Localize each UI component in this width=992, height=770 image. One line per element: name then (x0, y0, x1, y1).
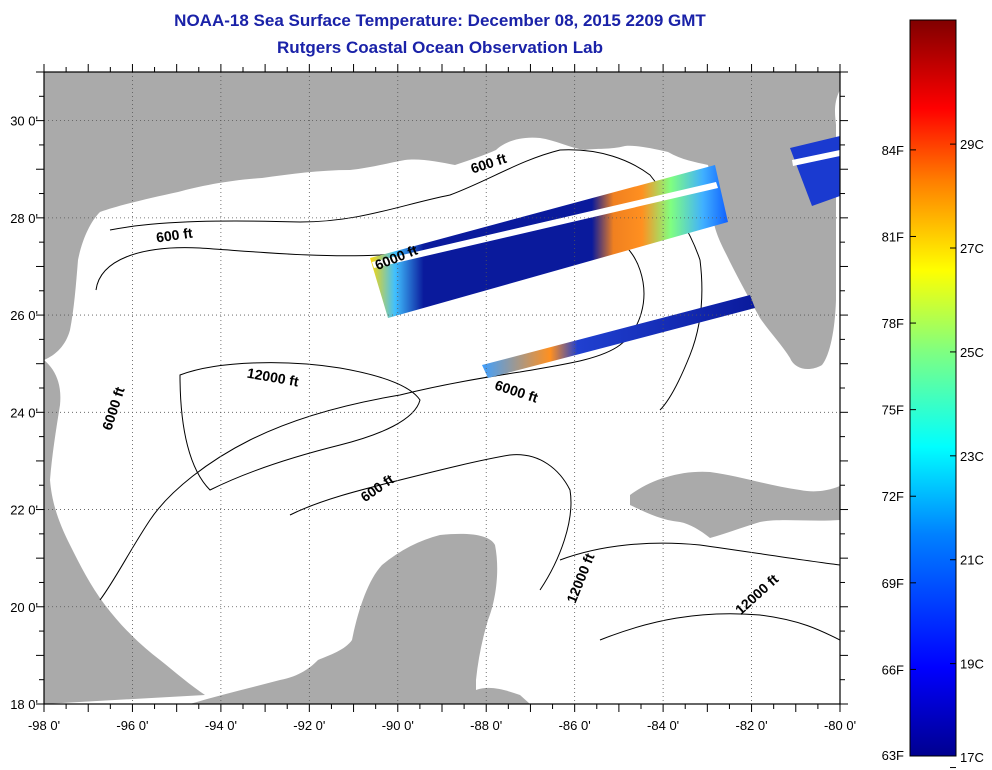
lat-tick-label: 20 0' (10, 600, 38, 615)
land-yucatan (190, 533, 498, 704)
lat-tick-label: 26 0' (10, 308, 38, 323)
colorbar-f-label: 69F (882, 576, 904, 591)
contour-caribbean-2 (599, 613, 840, 641)
contour-600ft-south (289, 454, 572, 591)
colorbar-c-label: 29C (960, 137, 984, 152)
colorbar-c-label: 17C (960, 750, 984, 765)
colorbar-c-label: 27C (960, 241, 984, 256)
colorbar-c-label: 25C (960, 345, 984, 360)
sst-swaths (370, 136, 840, 378)
lon-tick-label: -92 0' (293, 718, 325, 733)
colorbar-f-label: 72F (882, 489, 904, 504)
lon-tick-label: -80 0' (824, 718, 856, 733)
colorbar-ticks (910, 143, 956, 769)
colorbar-labels: 84F 81F 78F 75F 72F 69F 66F 63F 29C 27C 25C 23C 21C 1… (882, 137, 984, 765)
lat-tick-label: 24 0' (10, 405, 38, 420)
lon-tick-label: -88 0' (470, 718, 502, 733)
lat-lon-grid (44, 72, 840, 704)
contour-12000ft-caribbean (559, 542, 840, 566)
colorbar-f-label: 78F (882, 316, 904, 331)
land-central-america (476, 687, 530, 704)
colorbar-f-label: 81F (882, 229, 904, 244)
colorbar-f-label: 63F (882, 748, 904, 763)
land-cuba (630, 471, 840, 538)
lon-tick-label: -86 0' (559, 718, 591, 733)
lon-tick-label: -94 0' (205, 718, 237, 733)
colorbar-f-label: 84F (882, 143, 904, 158)
lon-tick-label: -82 0' (735, 718, 767, 733)
contour-12000ft (179, 362, 421, 491)
colorbar-c-label: 23C (960, 449, 984, 464)
map-subtitle: Rutgers Coastal Ocean Observation Lab (277, 38, 603, 57)
colorbar (909, 19, 957, 757)
lat-tick-label: 28 0' (10, 211, 38, 226)
swath-south (482, 295, 755, 378)
land-mexico-west (44, 360, 205, 704)
lat-tick-label: 18 0' (10, 697, 38, 712)
axis-tick-labels: -98 0' -96 0' -94 0' -92 0' -90 0' -88 0' -86 … (10, 114, 856, 733)
lon-tick-label: -84 0' (647, 718, 679, 733)
lat-tick-label: 30 0' (10, 114, 38, 129)
axis-ticks (36, 64, 848, 712)
lon-tick-label: -90 0' (382, 718, 414, 733)
swath-gap-line (372, 182, 718, 268)
colorbar-f-label: 66F (882, 662, 904, 677)
land-usa (44, 72, 840, 370)
map-title: NOAA-18 Sea Surface Temperature: Decembe… (174, 11, 706, 30)
lat-tick-label: 22 0' (10, 503, 38, 518)
swath-east-gap (792, 150, 840, 166)
contour-label: 600 ft (155, 225, 194, 246)
colorbar-c-label: 21C (960, 553, 984, 568)
colorbar-f-label: 75F (882, 403, 904, 418)
lon-tick-label: -98 0' (28, 718, 60, 733)
lon-tick-label: -96 0' (116, 718, 148, 733)
colorbar-c-label: 19C (960, 657, 984, 672)
